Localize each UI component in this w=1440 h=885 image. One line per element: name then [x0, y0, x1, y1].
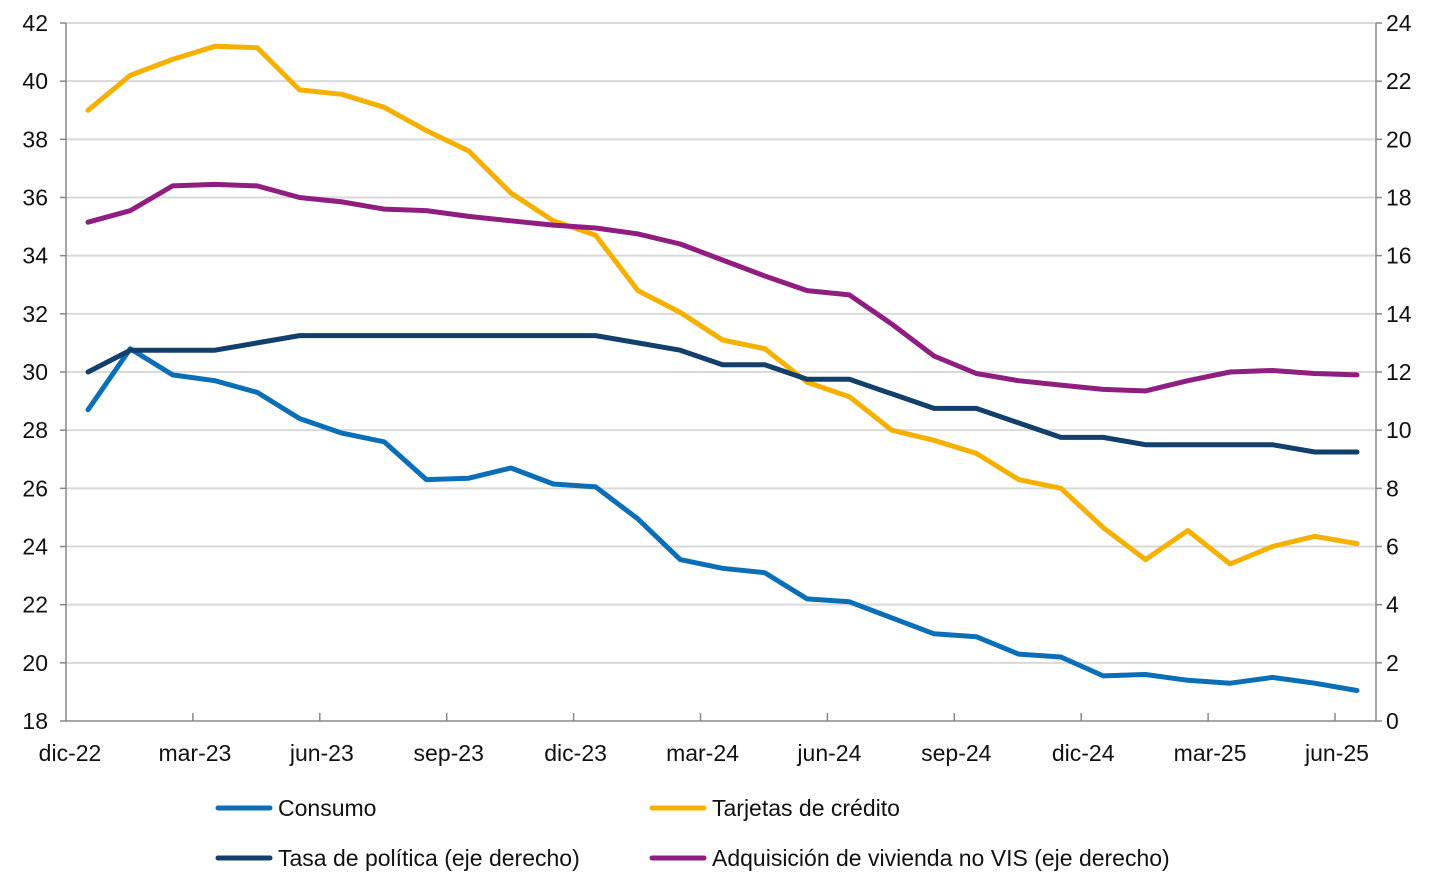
x-tick-label: mar-23: [158, 740, 231, 766]
series-line-0: [85, 346, 1360, 693]
legend-label: Consumo: [278, 795, 376, 821]
left-tick-label: 40: [22, 68, 48, 94]
left-tick-label: 36: [22, 185, 48, 211]
right-tick-label: 18: [1386, 185, 1412, 211]
left-tick-label: 38: [22, 126, 48, 152]
right-tick-label: 4: [1386, 592, 1399, 618]
x-tick-label: dic-24: [1052, 740, 1115, 766]
left-tick-label: 20: [22, 650, 48, 676]
left-tick-label: 24: [22, 534, 48, 560]
series-line-1: [85, 43, 1360, 567]
series-line-3: [85, 181, 1360, 394]
legend-label: Tarjetas de crédito: [712, 795, 900, 821]
right-tick-label: 0: [1386, 708, 1399, 734]
axes: 1820222426283032343638404202468101214161…: [22, 10, 1411, 766]
legend-label: Adquisición de vivienda no VIS (eje dere…: [712, 845, 1170, 871]
left-tick-label: 42: [22, 10, 48, 36]
right-tick-label: 14: [1386, 301, 1412, 327]
legend: Consumo Tarjetas de crédito Tasa de políti…: [215, 795, 1170, 871]
left-tick-label: 28: [22, 417, 48, 443]
series-lines: [85, 43, 1360, 693]
x-tick-label: jun-25: [1304, 740, 1369, 766]
series-line-2: [85, 333, 1360, 455]
left-tick-label: 18: [22, 708, 48, 734]
left-tick-label: 32: [22, 301, 48, 327]
right-tick-label: 20: [1386, 126, 1412, 152]
x-tick-label: dic-22: [39, 740, 102, 766]
right-tick-label: 2: [1386, 650, 1399, 676]
right-tick-label: 10: [1386, 417, 1412, 443]
left-tick-label: 22: [22, 592, 48, 618]
x-tick-label: sep-23: [414, 740, 484, 766]
x-tick-label: jun-23: [289, 740, 354, 766]
right-tick-label: 8: [1386, 475, 1399, 501]
gridlines: [66, 22, 1376, 664]
right-tick-label: 12: [1386, 359, 1412, 385]
left-tick-label: 30: [22, 359, 48, 385]
left-tick-label: 34: [22, 243, 48, 269]
legend-label: Tasa de política (eje derecho): [278, 845, 580, 871]
x-tick-label: sep-24: [921, 740, 992, 766]
x-tick-label: mar-24: [666, 740, 739, 766]
right-tick-label: 22: [1386, 68, 1412, 94]
x-tick-label: jun-24: [796, 740, 861, 766]
right-tick-label: 6: [1386, 534, 1399, 560]
left-tick-label: 26: [22, 475, 48, 501]
right-tick-label: 16: [1386, 243, 1412, 269]
x-tick-label: dic-23: [544, 740, 607, 766]
x-tick-label: mar-25: [1174, 740, 1247, 766]
right-tick-label: 24: [1386, 10, 1412, 36]
